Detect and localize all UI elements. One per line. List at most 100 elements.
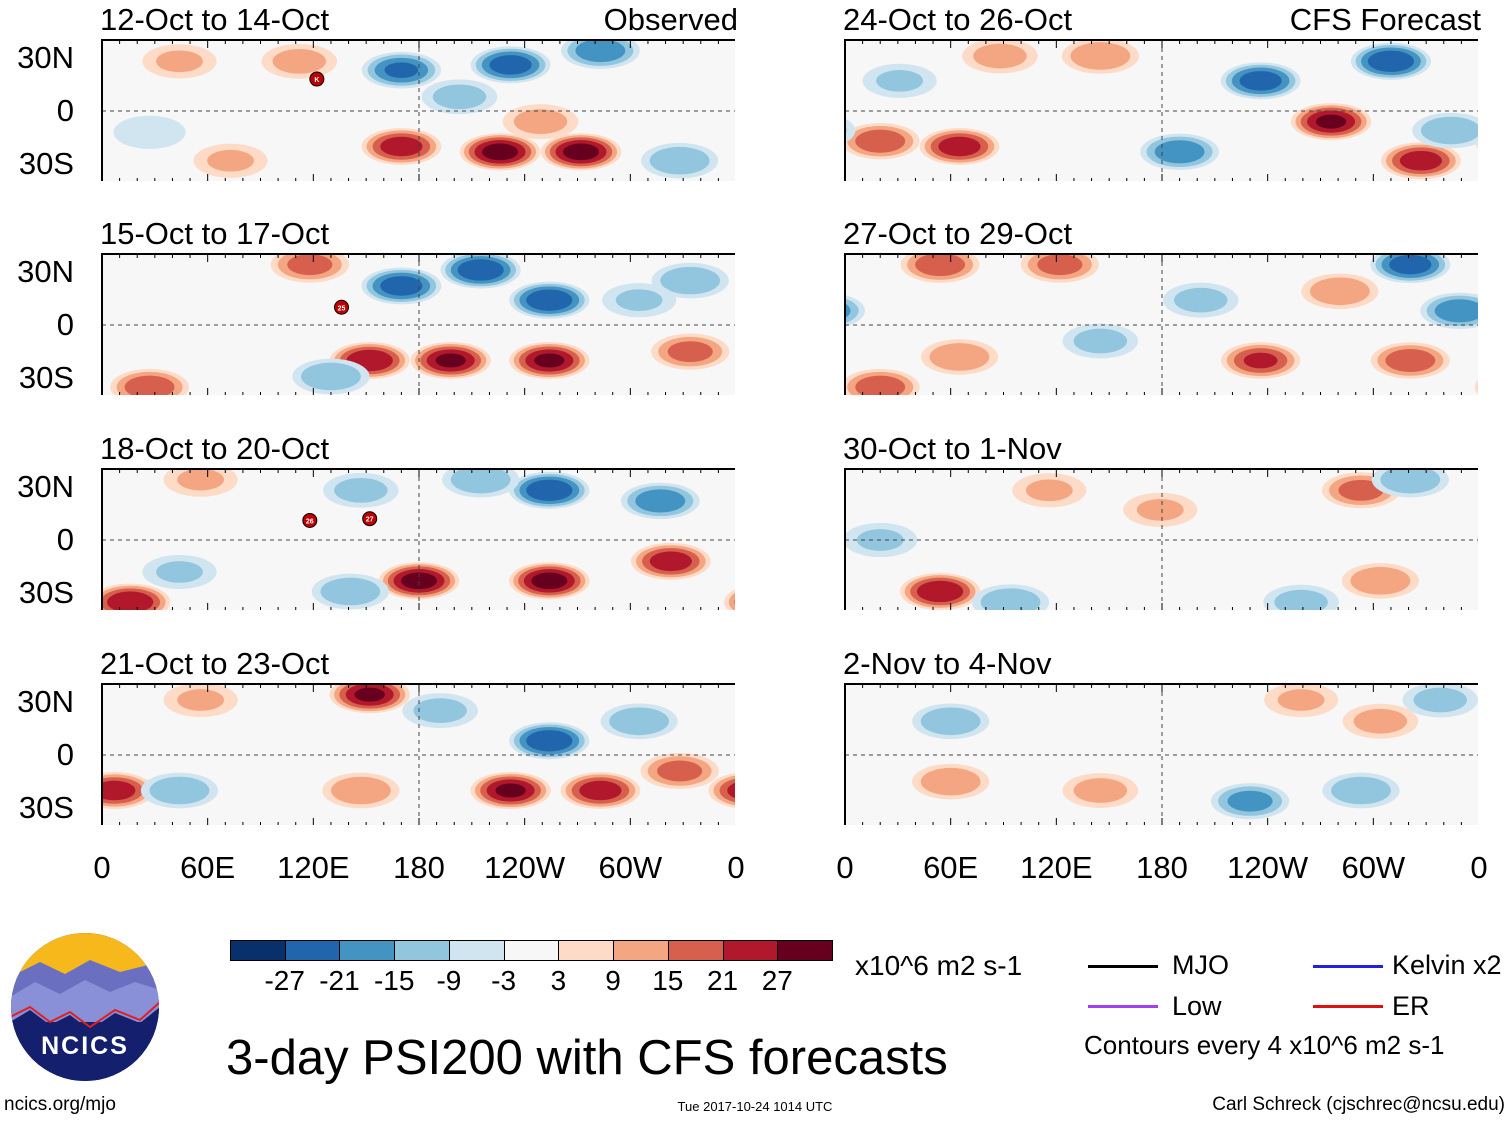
lon-tick-label: 60W <box>1341 850 1406 885</box>
units-label: x10^6 m2 s-1 <box>855 950 1023 981</box>
panel-tag: CFS Forecast <box>1289 2 1481 37</box>
anomaly-contour <box>562 143 600 161</box>
legend-label-mjo: MJO <box>1172 950 1229 980</box>
lon-tick-label: 120E <box>277 850 350 885</box>
legend-line-er <box>1313 1005 1383 1008</box>
colorbar-label: -15 <box>373 965 415 996</box>
anomaly-contour <box>916 580 964 603</box>
storm-label: 26 <box>306 518 314 525</box>
anomaly-contour <box>457 259 504 281</box>
anomaly-contour <box>489 55 532 75</box>
lon-tick-label: 0 <box>93 850 111 885</box>
anomaly-contour <box>649 146 710 175</box>
lon-tick-label: 60E <box>923 850 979 885</box>
storm-marker[interactable]: K <box>309 71 325 87</box>
lon-tick-label: 180 <box>1136 850 1188 885</box>
map-panel: 25 <box>101 253 735 395</box>
colorbar-swatch <box>503 940 560 961</box>
storm-marker[interactable]: 26 <box>302 512 318 528</box>
anomaly-contour <box>920 707 981 736</box>
anomaly-contour <box>1277 689 1325 711</box>
lat-tick-label: 30N <box>17 39 74 75</box>
storm-marker[interactable]: 25 <box>334 299 350 315</box>
lat-tick-label: 0 <box>56 737 74 772</box>
panel-title: 21-Oct to 23-Oct <box>100 646 330 681</box>
colorbar-label: -9 <box>436 965 462 996</box>
colorbar-swatch <box>777 940 833 961</box>
lon-tick-label: 60W <box>598 850 663 885</box>
map-panel <box>844 39 1478 181</box>
storm-marker[interactable]: 27 <box>362 511 378 527</box>
anomaly-contour <box>156 561 203 583</box>
lon-tick-label: 120E <box>1020 850 1093 885</box>
anomaly-contour <box>526 289 573 311</box>
colorbar-label: 9 <box>605 965 621 996</box>
anomaly-contour <box>1420 116 1478 145</box>
lat-tick-label: 0 <box>56 93 74 128</box>
map-panel: 26 27 <box>101 468 735 610</box>
anomaly-contour <box>1353 708 1408 734</box>
anomaly-contour <box>384 62 419 78</box>
anomaly-contour <box>334 477 388 503</box>
lon-tick-label: 0 <box>1470 850 1488 885</box>
anomaly-contour <box>657 760 703 782</box>
colorbar-swatch <box>284 940 341 961</box>
anomaly-contour <box>301 362 361 391</box>
map-panel: K <box>101 39 735 181</box>
panel-title: 18-Oct to 20-Oct <box>100 431 330 466</box>
lon-tick-label: 120W <box>1227 850 1309 885</box>
anomaly-contour <box>177 689 225 711</box>
anomaly-contour <box>845 298 859 324</box>
anomaly-contour <box>207 149 255 172</box>
lon-tick-label: 0 <box>836 850 854 885</box>
anomaly-contour <box>1309 277 1370 306</box>
lat-tick-label: 30N <box>17 468 74 504</box>
anomaly-contour <box>1350 567 1411 595</box>
anomaly-contour <box>177 469 225 491</box>
anomaly-contour <box>1025 479 1073 502</box>
storm-label: K <box>314 77 319 84</box>
colorbar-label: -3 <box>491 965 517 996</box>
anomaly-contour <box>1227 790 1273 812</box>
colorbar-swatch <box>722 940 779 961</box>
anomaly-contour <box>938 136 981 157</box>
anomaly-contour <box>980 588 1041 610</box>
anomaly-contour <box>1367 50 1415 72</box>
anomaly-contour <box>1243 352 1278 369</box>
anomaly-contour <box>734 599 735 606</box>
lat-tick-label: 0 <box>56 307 74 342</box>
lat-tick-label: 30S <box>18 790 74 826</box>
colorbar-swatch <box>558 940 615 961</box>
anomaly-contour <box>1338 479 1384 501</box>
lat-tick-label: 30N <box>17 683 74 719</box>
colorbar-swatch <box>230 940 286 961</box>
anomaly-contour <box>973 43 1027 69</box>
anomaly-contour <box>400 572 438 590</box>
anomaly-contour <box>149 776 210 805</box>
lat-tick-label: 0 <box>56 522 74 557</box>
colorbar-label: 3 <box>550 965 567 996</box>
timestamp: Tue 2017-10-24 1014 UTC <box>677 1099 833 1114</box>
anomaly-contour <box>609 707 670 736</box>
colorbar-swatch <box>448 940 505 961</box>
anomaly-contour <box>1239 71 1282 91</box>
site-link[interactable]: ncics.org/mjo <box>4 1094 116 1115</box>
anomaly-contour <box>1070 42 1131 70</box>
map-panel <box>101 683 735 825</box>
anomaly-contour <box>450 469 511 494</box>
anomaly-contour <box>855 375 906 395</box>
lat-tick-label: 30S <box>18 575 74 611</box>
anomaly-contour <box>1385 348 1436 373</box>
anomaly-contour <box>156 50 203 73</box>
anomaly-contour <box>102 780 136 801</box>
anomaly-contour <box>380 136 423 157</box>
anomaly-contour <box>1315 114 1347 129</box>
colorbar-swatch <box>394 940 450 961</box>
anomaly-contour <box>113 115 186 149</box>
anomaly-contour <box>413 698 467 723</box>
colorbar-swatch <box>613 940 669 961</box>
anomaly-contour <box>1474 379 1478 395</box>
colorbar-swatch <box>667 940 724 961</box>
legend-label-kelvin: Kelvin x2 <box>1392 950 1502 980</box>
anomaly-contour <box>855 129 906 153</box>
